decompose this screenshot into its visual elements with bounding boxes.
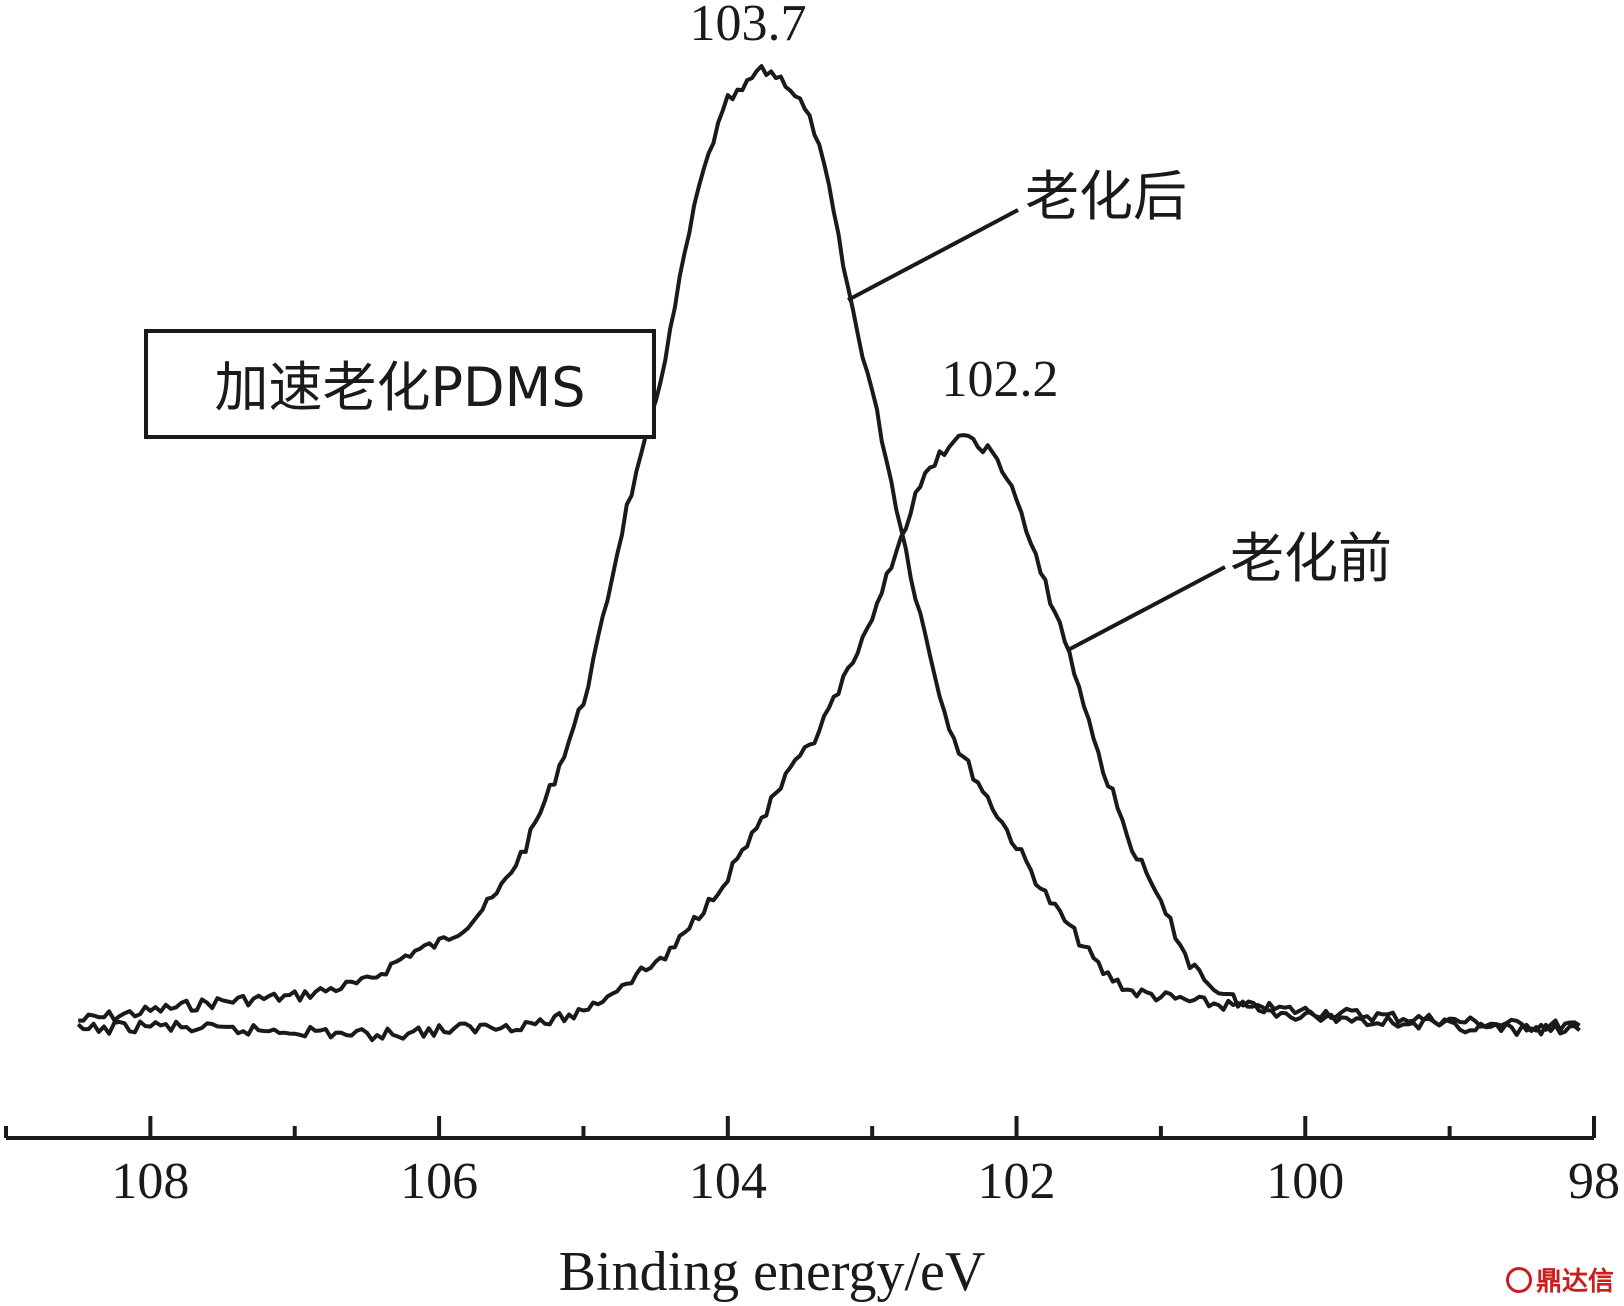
series-label-after: 老化后 [1025,165,1187,228]
series-line-before-aging [76,433,1581,1043]
series-layer [76,64,1581,1043]
peak-label-after: 103.7 [690,0,807,52]
x-tick-label: 104 [689,1153,767,1210]
x-tick-label: 100 [1266,1153,1344,1210]
x-tick-label: 98 [1568,1153,1620,1210]
legend-box-label: 加速老化PDMS [214,356,585,419]
x-ticks: 108 106 104 102 100 98 [4,1116,1620,1210]
watermark-text: 鼎达信 [1535,1267,1614,1297]
leader-line-before [1067,565,1226,652]
series-label-before: 老化前 [1230,527,1392,590]
x-tick-label: 106 [400,1153,478,1210]
series-line-after-aging [78,64,1581,1033]
watermark: 鼎达信 [1505,1261,1614,1298]
x-axis-label: Binding energy/eV [559,1241,986,1303]
legend-box [144,329,656,439]
leader-line-after [847,208,1019,302]
annotations: Binding energy/eV 加速老化PDMS 103.7 102.2 老… [144,0,1392,1303]
x-tick-label: 102 [978,1153,1056,1210]
watermark-logo-icon [1505,1266,1532,1293]
peak-label-before: 102.2 [942,351,1059,408]
x-tick-label: 108 [111,1153,189,1210]
